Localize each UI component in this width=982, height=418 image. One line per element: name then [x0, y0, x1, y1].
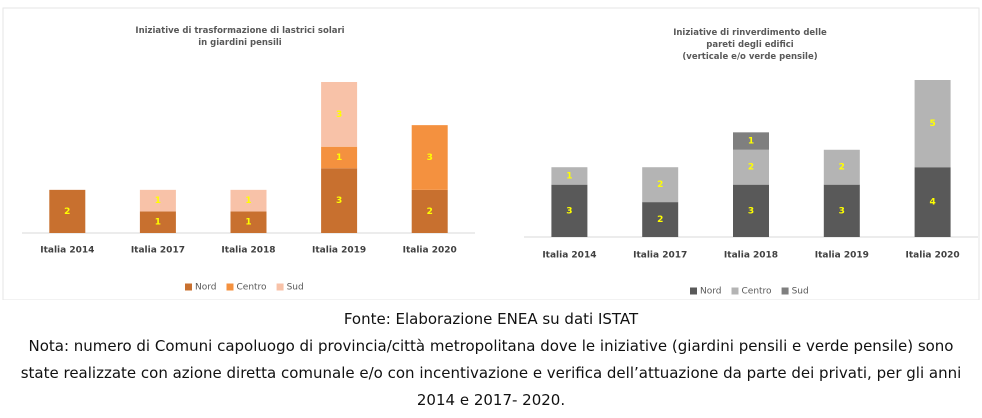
bar-segment	[321, 82, 358, 147]
x-tick-label: Italia 2014	[40, 246, 94, 256]
data-label: 3	[748, 206, 754, 216]
data-label: 3	[427, 153, 433, 163]
bar-segment	[321, 146, 358, 169]
x-tick-label: Italia 2020	[403, 246, 457, 256]
x-tick-label: Italia 2017	[633, 251, 687, 261]
charts: Italia 2014 2 Italia 2017 1 1 Italia 2018 1 1 It…	[2, 7, 980, 300]
legend-swatch	[690, 287, 697, 295]
data-label: 1	[245, 218, 251, 228]
data-label: 1	[566, 171, 572, 181]
data-label: 1	[748, 137, 754, 147]
bar-segment	[551, 167, 588, 185]
data-label: 4	[929, 198, 935, 208]
legend-label: Centro	[742, 287, 773, 297]
data-label: 2	[748, 163, 754, 173]
bar-segment	[823, 149, 860, 185]
data-label: 3	[839, 206, 845, 216]
x-tick-label: Italia 2017	[131, 246, 185, 256]
bar-segment	[642, 167, 679, 203]
bar-segment	[733, 132, 769, 150]
bar-segment	[411, 189, 448, 233]
x-tick-label: Italia 2018	[724, 251, 778, 261]
legend-swatch	[731, 287, 739, 295]
legend-swatch	[276, 283, 284, 291]
bar-segment	[49, 189, 86, 233]
legend-swatch	[781, 287, 789, 295]
legend-swatch	[185, 283, 192, 291]
bar-segment	[230, 211, 267, 233]
x-tick-label: Italia 2014	[542, 251, 596, 261]
legend-label: Sud	[287, 283, 304, 293]
x-tick-label: Italia 2020	[906, 251, 960, 261]
data-label: 1	[155, 196, 161, 206]
x-tick-label: Italia 2018	[221, 246, 275, 256]
source: Fonte: Elaborazione ENEA su dati ISTAT	[343, 310, 639, 328]
data-label: 2	[839, 163, 845, 173]
chart-title: Iniziative di rinverdimento delle pareti…	[673, 28, 827, 62]
data-label: 2	[657, 180, 663, 190]
bar-segment	[914, 167, 951, 237]
chart-title: Iniziative di trasformazione di lastrici…	[135, 26, 345, 48]
data-label: 2	[657, 215, 663, 225]
data-label: 3	[566, 206, 572, 216]
x-tick-label: Italia 2019	[312, 246, 366, 256]
legend-label: Nord	[195, 283, 217, 293]
bar-segment	[230, 189, 267, 212]
data-label: 3	[336, 110, 342, 120]
bar-segment	[733, 184, 769, 237]
x-tick-label: Italia 2019	[815, 251, 869, 261]
data-label: 1	[336, 153, 342, 163]
legend-label: Centro	[237, 283, 268, 293]
bar-segment	[139, 211, 176, 233]
bar-segment	[321, 168, 358, 233]
bar-segment	[551, 184, 588, 237]
bar-segment	[733, 149, 769, 185]
bar-segment	[914, 80, 951, 168]
bar-segment	[642, 202, 679, 237]
chart-frame	[2, 7, 980, 300]
data-label: 3	[336, 196, 342, 206]
data-label: 2	[64, 207, 70, 217]
bar-segment	[823, 184, 860, 237]
bar-segment	[139, 189, 176, 212]
data-label: 1	[155, 218, 161, 228]
legend-label: Sud	[792, 287, 809, 297]
bar-segment	[411, 125, 448, 190]
legend-label: Nord	[700, 287, 722, 297]
legend-swatch	[226, 283, 234, 291]
data-label: 2	[427, 207, 433, 217]
data-label: 1	[245, 196, 251, 206]
note: Nota: numero di Comuni capoluogo di prov…	[20, 337, 962, 409]
data-label: 5	[929, 119, 935, 129]
